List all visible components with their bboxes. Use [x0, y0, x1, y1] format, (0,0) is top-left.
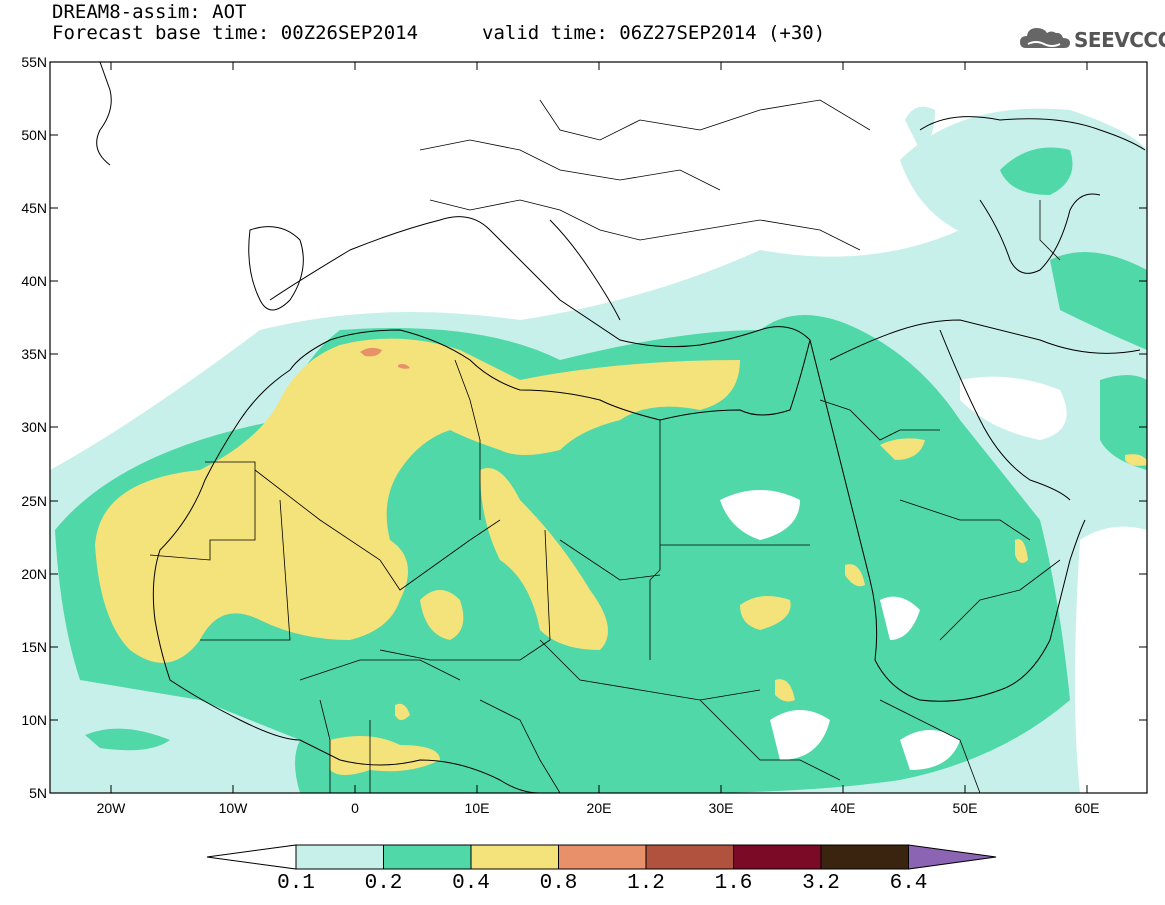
- lon-label: 50E: [952, 800, 978, 816]
- colorbar-bin-7: [820, 844, 909, 870]
- lat-label: 45N: [21, 200, 47, 216]
- colorbar-label: 3.2: [802, 872, 840, 895]
- lat-label: 25N: [21, 493, 47, 509]
- lat-label: 15N: [21, 639, 47, 655]
- colorbar-above-arrow: [908, 844, 997, 870]
- valid-time: valid time: 06Z27SEP2014 (+30): [482, 22, 826, 44]
- lon-label: 20E: [586, 800, 612, 816]
- seevccc-logo: SEEVCCC: [1018, 22, 1165, 56]
- lat-label: 55N: [21, 54, 47, 70]
- aot-field: [50, 62, 1147, 793]
- colorbar-label: 6.4: [889, 872, 928, 895]
- logo-text: SEEVCCC: [1074, 28, 1165, 52]
- colorbar-label: 1.6: [714, 872, 753, 895]
- lon-label: 20W: [96, 800, 126, 816]
- cloud-icon: [1020, 28, 1070, 48]
- lon-label: 10W: [218, 800, 248, 816]
- colorbar-bin-5: [645, 844, 734, 870]
- colorbar-label: 1.2: [627, 872, 665, 895]
- colorbar: [206, 844, 997, 870]
- lat-label: 5N: [29, 785, 47, 801]
- lon-label: 10E: [464, 800, 490, 816]
- lat-label: 40N: [21, 273, 47, 289]
- colorbar-bin-6: [733, 844, 822, 870]
- colorbar-label: 0.8: [539, 872, 578, 895]
- lon-label: 40E: [830, 800, 856, 816]
- base-time: Forecast base time: 00Z26SEP2014: [52, 22, 419, 44]
- lat-label: 10N: [21, 712, 47, 728]
- lat-label: 35N: [21, 346, 47, 362]
- model-title: DREAM8-assim: AOT: [52, 1, 247, 23]
- colorbar-below-arrow: [206, 844, 297, 870]
- lat-label: 20N: [21, 566, 47, 582]
- lon-label: 60E: [1074, 800, 1100, 816]
- colorbar-label: 0.1: [277, 872, 315, 895]
- lat-label: 50N: [21, 127, 47, 143]
- colorbar-label: 0.4: [452, 872, 490, 895]
- colorbar-bin-4: [558, 844, 647, 870]
- colorbar-label: 0.2: [364, 872, 403, 895]
- colorbar-bin-1: [295, 844, 384, 870]
- lat-label: 30N: [21, 419, 47, 435]
- lon-label: 0: [351, 800, 359, 816]
- colorbar-bin-2: [383, 844, 472, 870]
- colorbar-bin-3: [470, 844, 559, 870]
- lon-label: 30E: [708, 800, 734, 816]
